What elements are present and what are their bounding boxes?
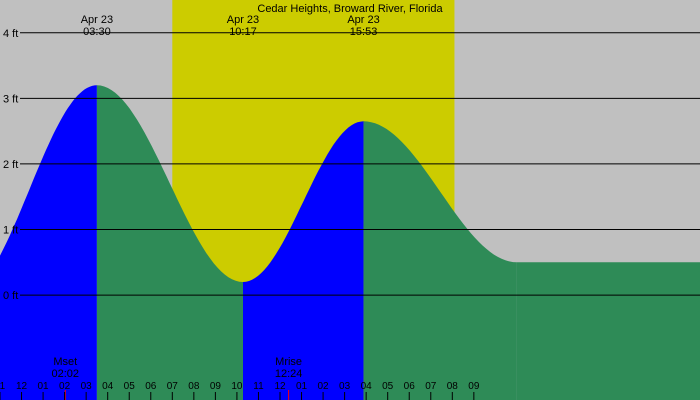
x-tick-label: 01 bbox=[38, 381, 50, 392]
x-tick-label: 09 bbox=[210, 381, 222, 392]
chart-title: Cedar Heights, Broward River, Florida bbox=[257, 3, 443, 15]
moon-event-name: Mrise bbox=[275, 356, 302, 368]
x-tick-label: 02 bbox=[59, 381, 71, 392]
rising-tide-area bbox=[243, 121, 364, 400]
x-tick-label: 10 bbox=[231, 381, 243, 392]
x-tick-label: 03 bbox=[339, 381, 351, 392]
x-tick-label: 03 bbox=[81, 381, 93, 392]
x-tick-label: 02 bbox=[318, 381, 330, 392]
x-tick-label: 11 bbox=[0, 381, 6, 392]
x-tick-label: 01 bbox=[296, 381, 308, 392]
x-tick-label: 07 bbox=[425, 381, 437, 392]
y-tick-label: 1 ft bbox=[3, 225, 18, 237]
x-axis: 11 12 01 02 03 04 05 06 07 08 09 10 11 12 01 02 03 04 05 06… bbox=[0, 381, 480, 400]
x-tick-label: 12 bbox=[16, 381, 28, 392]
x-tick-label: 07 bbox=[167, 381, 179, 392]
x-tick-label: 04 bbox=[102, 381, 114, 392]
x-tick-label: 05 bbox=[382, 381, 394, 392]
y-tick-label: 3 ft bbox=[3, 93, 18, 105]
tide-extreme-date: Apr 23 bbox=[227, 14, 259, 26]
moon-event-time: 02:02 bbox=[51, 368, 79, 380]
x-tick-label: 06 bbox=[404, 381, 416, 392]
tide-extreme-date: Apr 23 bbox=[81, 14, 113, 26]
tide-extreme-date: Apr 23 bbox=[347, 14, 379, 26]
y-tick-label: 0 ft bbox=[3, 290, 18, 302]
tide-extreme-time: 03:30 bbox=[83, 26, 111, 38]
grid: 4 ft 3 ft 2 ft 1 ft 0 ft bbox=[3, 28, 700, 302]
tide-extreme-time: 15:53 bbox=[350, 26, 378, 38]
x-tick-label: 08 bbox=[447, 381, 459, 392]
moon-event-name: Mset bbox=[53, 356, 77, 368]
moon-event-time: 12:24 bbox=[275, 368, 303, 380]
y-tick-label: 2 ft bbox=[3, 159, 18, 171]
x-tick-label: 05 bbox=[124, 381, 136, 392]
falling-tide-area bbox=[363, 121, 517, 400]
x-tick-label: 04 bbox=[361, 381, 373, 392]
falling-tide-area bbox=[516, 262, 700, 400]
x-tick-label: 06 bbox=[145, 381, 157, 392]
x-tick-label: 09 bbox=[468, 381, 480, 392]
x-tick-label: 12 bbox=[274, 381, 286, 392]
y-tick-label: 4 ft bbox=[3, 28, 18, 40]
tide-extreme-time: 10:17 bbox=[229, 26, 257, 38]
x-tick-label: 08 bbox=[188, 381, 200, 392]
x-tick-label: 11 bbox=[253, 381, 264, 392]
